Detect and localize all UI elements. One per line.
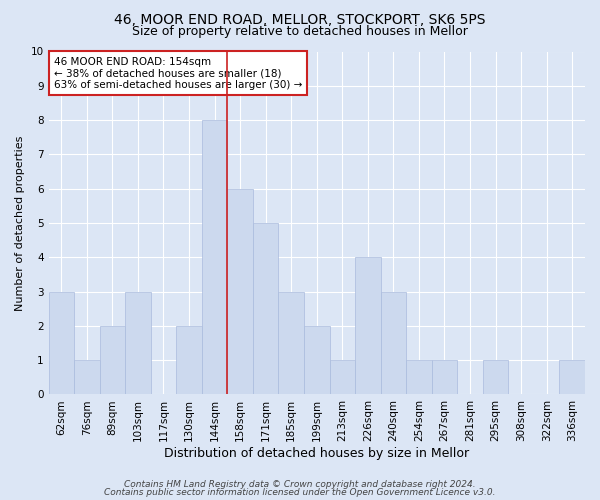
Bar — [355, 258, 380, 394]
Bar — [380, 292, 406, 395]
Bar — [100, 326, 125, 394]
Bar — [227, 188, 253, 394]
Bar — [304, 326, 329, 394]
Text: Contains HM Land Registry data © Crown copyright and database right 2024.: Contains HM Land Registry data © Crown c… — [124, 480, 476, 489]
Bar — [559, 360, 585, 394]
Bar — [125, 292, 151, 395]
Bar — [329, 360, 355, 394]
Y-axis label: Number of detached properties: Number of detached properties — [15, 136, 25, 310]
X-axis label: Distribution of detached houses by size in Mellor: Distribution of detached houses by size … — [164, 447, 469, 460]
Text: 46 MOOR END ROAD: 154sqm
← 38% of detached houses are smaller (18)
63% of semi-d: 46 MOOR END ROAD: 154sqm ← 38% of detach… — [54, 56, 302, 90]
Bar — [432, 360, 457, 394]
Bar — [49, 292, 74, 395]
Bar — [74, 360, 100, 394]
Text: Size of property relative to detached houses in Mellor: Size of property relative to detached ho… — [132, 25, 468, 38]
Bar — [176, 326, 202, 394]
Bar — [406, 360, 432, 394]
Bar — [278, 292, 304, 395]
Bar — [253, 223, 278, 394]
Bar — [483, 360, 508, 394]
Text: Contains public sector information licensed under the Open Government Licence v3: Contains public sector information licen… — [104, 488, 496, 497]
Bar — [202, 120, 227, 394]
Text: 46, MOOR END ROAD, MELLOR, STOCKPORT, SK6 5PS: 46, MOOR END ROAD, MELLOR, STOCKPORT, SK… — [114, 12, 486, 26]
